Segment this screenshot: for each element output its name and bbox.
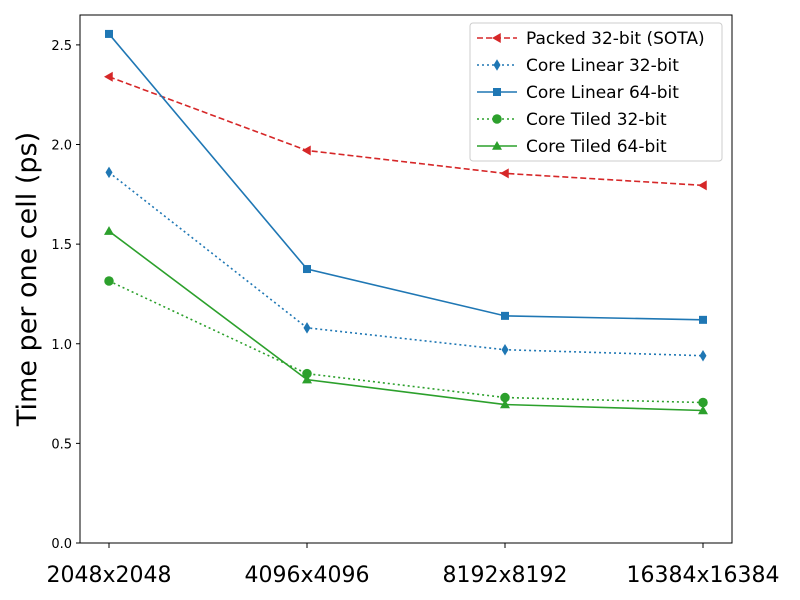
legend: Packed 32-bit (SOTA) Core Linear 32-bit Co… [469,22,723,162]
y-tick-label: 2.5 [51,39,72,54]
legend-marker [493,59,501,71]
legend-item: Packed 32-bit (SOTA) [477,29,705,49]
series-line [108,230,704,412]
legend-marker [492,33,501,43]
x-tick-label: 16384x16384 [627,563,780,588]
plot-frame [79,14,733,544]
legend-label: Core Linear 64-bit [526,83,679,103]
data-point [500,168,509,179]
series-4 [104,276,708,408]
data-point [105,29,113,38]
data-point [104,226,114,235]
y-axis-label: Time per one cell (ps) [12,132,43,427]
y-tick-label: 0.0 [51,537,72,552]
data-point [698,180,707,191]
series-line [108,76,704,187]
y-tick-label: 2.0 [51,139,72,154]
legend-item: Core Tiled 32-bit [477,110,667,130]
data-point [698,397,708,408]
series-line [108,33,704,321]
legend-frame [469,22,723,162]
data-point [699,349,707,362]
legend-item: Core Tiled 64-bit [477,137,667,157]
x-tick-label: 8192x8192 [443,563,568,588]
data-point [500,392,510,403]
legend-label: Packed 32-bit (SOTA) [526,29,705,49]
legend-marker [492,114,502,124]
data-point [302,374,312,384]
y-tick-label: 0.5 [51,437,72,452]
legend-label: Core Tiled 64-bit [526,137,667,157]
legend-item: Core Linear 32-bit [477,56,679,76]
data-point [104,276,114,286]
data-point [501,343,509,356]
series-layer [104,29,708,415]
data-point [501,311,509,320]
y-tick-label: 1.5 [51,238,72,253]
series-5 [104,226,708,415]
legend-label: Core Linear 32-bit [526,56,679,76]
x-tick-label: 2048x2048 [47,563,172,588]
series-1 [104,71,707,191]
x-tick-label: 4096x4096 [245,563,370,588]
x-axis: 2048x2048 4096x4096 8192x8192 16384x16384 [47,543,780,588]
legend-label: Core Tiled 32-bit [526,110,667,130]
series-3 [105,29,707,324]
data-point [698,405,708,415]
legend-marker [493,88,501,96]
data-point [500,399,510,409]
series-2 [105,166,707,362]
data-point [302,145,311,156]
y-tick-label: 1.0 [51,338,72,353]
data-point [104,71,113,82]
data-point [302,368,312,379]
data-point [699,315,707,324]
data-point [303,265,311,274]
series-line [108,171,704,357]
data-point [303,322,311,334]
y-axis: 0.0 0.5 1.0 1.5 2.0 2.5 [51,39,80,552]
legend-item: Core Linear 64-bit [477,83,679,103]
data-point [105,166,113,179]
legend-marker [492,141,502,150]
